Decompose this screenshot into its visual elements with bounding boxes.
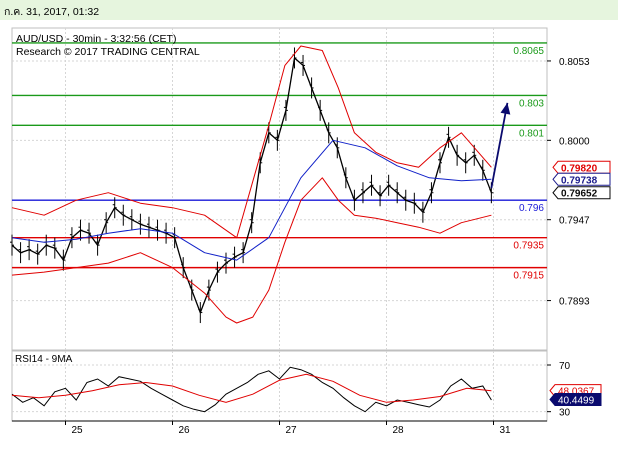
rsi-y-tick-label: 30 — [559, 408, 571, 419]
chart-title: AUD/USD - 30min - 3:32:56 (CET) — [16, 33, 176, 45]
x-tick-label: 26 — [179, 425, 191, 436]
price-badge — [552, 186, 611, 200]
header-strip — [0, 0, 618, 20]
bollinger-line-2 — [11, 45, 492, 239]
header-datetime: ก.ค. 31, 2017, 01:32 — [4, 6, 99, 18]
price-panel: 0.8065 0.803 0.801 0.796 0.7935 0.7915 AUD/US… — [10, 27, 611, 351]
price-badge-label: 0.79652 — [561, 189, 598, 200]
x-tick-label: 25 — [72, 425, 84, 436]
resistance-level-label: 0.8065 — [513, 46, 544, 57]
rsi-title: RSI14 - 9MA — [15, 354, 73, 365]
rsi-grid — [12, 351, 547, 421]
price-levels: 0.8065 0.803 0.801 0.796 0.7935 0.7915 — [12, 42, 547, 282]
price-y-tick-label: 0.7893 — [559, 297, 590, 308]
price-series — [10, 45, 494, 324]
price-y-tick-label: 0.8053 — [559, 57, 590, 68]
pivot-level-label: 0.796 — [519, 203, 544, 214]
price-y-axis: 0.8053 0.8000 0.7947 0.7893 — [547, 57, 590, 308]
support-level-label: 0.7935 — [513, 241, 544, 252]
rsi_line-line — [11, 366, 492, 413]
price-grid — [12, 28, 547, 350]
resistance-level-label: 0.803 — [519, 98, 544, 109]
rsi_ma-badge-label: 48.0367 — [558, 387, 595, 398]
price-y-tick-label: 0.7947 — [559, 216, 590, 227]
x-axis: 25 26 27 28 31 — [12, 420, 547, 436]
x-tick-label: 28 — [393, 425, 405, 436]
ma-badge — [552, 172, 611, 186]
rsi_line-badge-label: 40.4499 — [558, 395, 595, 406]
trend-arrow-shaft — [490, 102, 509, 189]
x-tick-label: 27 — [286, 425, 298, 436]
support-level-label: 0.7915 — [513, 271, 544, 282]
bollinger-badge — [552, 160, 611, 174]
rsi-series — [11, 366, 492, 413]
bollinger-badge-label: 0.79820 — [561, 163, 598, 174]
price-y-tick-label: 0.8000 — [559, 136, 590, 147]
resistance-level-label: 0.801 — [519, 128, 544, 139]
trend-arrow-head — [500, 102, 511, 115]
ma-badge-label: 0.79738 — [561, 175, 598, 186]
chart-subtitle: Research © 2017 TRADING CENTRAL — [16, 46, 200, 58]
rsi-y-axis: 70 30 — [547, 361, 571, 419]
rsi-plot-frame — [11, 350, 548, 422]
ma-line-1 — [11, 139, 492, 261]
trend-arrow — [490, 102, 511, 189]
bollinger-line-3 — [11, 177, 492, 324]
rsi_ma-line — [11, 373, 492, 403]
x-tick-label: 31 — [500, 425, 512, 436]
rsi-y-tick-label: 70 — [559, 361, 571, 372]
rsi_line-badge — [549, 392, 602, 406]
